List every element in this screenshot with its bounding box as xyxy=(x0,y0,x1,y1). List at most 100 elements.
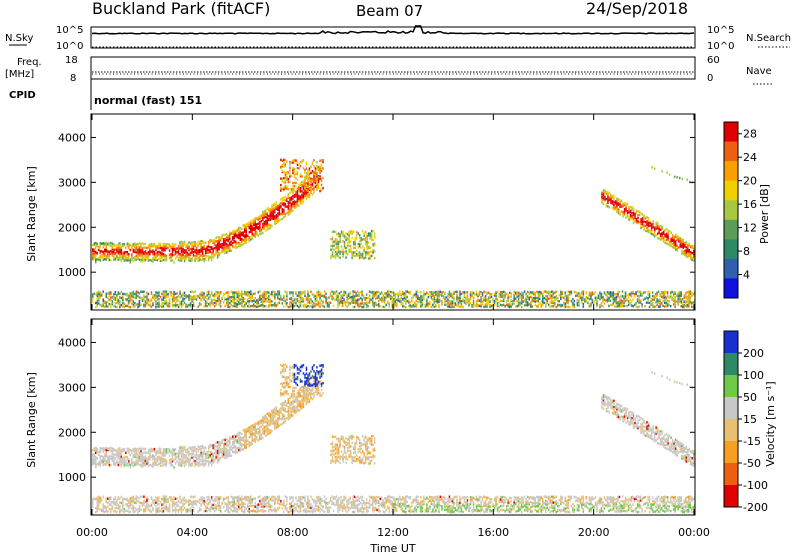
power-cell xyxy=(110,296,112,299)
velocity-cell xyxy=(274,498,276,501)
power-cell xyxy=(257,298,259,301)
velocity-cell xyxy=(278,506,281,509)
power-cell xyxy=(658,237,660,240)
velocity-cell xyxy=(254,497,256,500)
power-cell xyxy=(113,258,115,261)
power-cell xyxy=(164,290,166,293)
power-cell xyxy=(489,296,491,299)
velocity-cell xyxy=(304,495,306,498)
velocity-cell xyxy=(341,501,344,505)
power-cell xyxy=(277,215,279,218)
power-cell xyxy=(232,232,234,235)
power-cell xyxy=(345,246,347,250)
power-cell xyxy=(180,247,183,250)
velocity-cell xyxy=(292,500,294,503)
velocity-cell xyxy=(171,500,174,504)
power-cell xyxy=(92,256,94,260)
power-cell xyxy=(254,305,256,308)
power-cell xyxy=(678,294,681,298)
power-cell xyxy=(361,252,364,255)
power-cell xyxy=(511,303,514,306)
power-cell xyxy=(141,254,144,257)
velocity-cell xyxy=(352,500,354,503)
power-cell xyxy=(102,298,104,301)
velocity-cell xyxy=(356,510,359,513)
power-cell xyxy=(189,241,192,245)
power-cell xyxy=(192,291,195,294)
power-cell xyxy=(244,301,246,304)
power-cell xyxy=(691,293,693,296)
power-cell xyxy=(110,244,112,248)
power-cell xyxy=(665,238,668,242)
velocity-cell xyxy=(310,510,312,513)
power-cell xyxy=(138,299,141,303)
power-cell xyxy=(256,223,258,226)
velocity-cell xyxy=(341,506,344,510)
power-cell xyxy=(102,244,104,247)
power-cell xyxy=(141,242,144,245)
power-cell xyxy=(433,296,436,299)
power-cell xyxy=(612,297,615,301)
power-cell xyxy=(203,305,205,308)
power-cell xyxy=(96,258,98,261)
power-cell xyxy=(110,249,112,253)
power-cell xyxy=(502,290,505,294)
velocity-cell xyxy=(307,506,309,509)
power-cell xyxy=(400,293,402,296)
power-cell xyxy=(219,292,222,295)
power-cell xyxy=(689,292,691,296)
velocity-cell xyxy=(173,509,175,512)
power-cell xyxy=(126,298,129,301)
beam-label: Beam 07 xyxy=(356,2,423,20)
power-cell xyxy=(269,208,272,211)
velocity-cell xyxy=(98,499,100,502)
power-cell xyxy=(260,304,263,307)
power-cell xyxy=(125,246,127,249)
velocity-cell xyxy=(180,505,183,508)
velocity-cell xyxy=(326,506,329,510)
power-cell xyxy=(334,298,336,302)
power-cell xyxy=(302,304,305,307)
power-cell xyxy=(299,173,302,176)
power-cell xyxy=(609,291,612,294)
power-cell xyxy=(623,300,625,303)
power-cell xyxy=(186,305,189,308)
power-cell xyxy=(143,294,145,298)
power-cell xyxy=(227,234,229,237)
power-cell xyxy=(125,298,127,301)
power-cell xyxy=(623,203,626,207)
power-cell xyxy=(120,252,123,255)
power-cell xyxy=(402,292,404,296)
velocity-cell xyxy=(256,504,258,507)
power-cell xyxy=(110,303,112,306)
power-cell xyxy=(356,290,359,293)
power-cell xyxy=(354,238,356,241)
power-cell xyxy=(251,300,253,303)
velocity-cell xyxy=(301,501,303,505)
power-cell xyxy=(408,291,410,294)
power-cell xyxy=(165,303,168,307)
power-cell xyxy=(289,301,291,304)
power-cell xyxy=(146,296,148,299)
power-cell xyxy=(677,235,680,239)
velocity-cell xyxy=(189,495,192,499)
power-cell xyxy=(207,248,210,251)
power-cell xyxy=(357,252,359,255)
power-cell xyxy=(320,303,323,306)
power-cell xyxy=(353,299,356,302)
power-cell xyxy=(218,302,220,305)
power-cell xyxy=(182,257,184,260)
power-cell xyxy=(612,291,615,294)
power-cell xyxy=(111,244,114,247)
velocity-cell xyxy=(353,495,356,499)
power-cell xyxy=(274,204,276,207)
power-cell xyxy=(323,294,326,297)
velocity-cell xyxy=(229,503,231,506)
power-cell xyxy=(387,290,389,293)
velocity-cell xyxy=(370,503,372,506)
power-cell xyxy=(605,293,607,296)
power-cell xyxy=(307,178,309,182)
power-cell xyxy=(168,249,171,252)
power-cell xyxy=(348,234,350,237)
power-cell xyxy=(222,240,225,243)
